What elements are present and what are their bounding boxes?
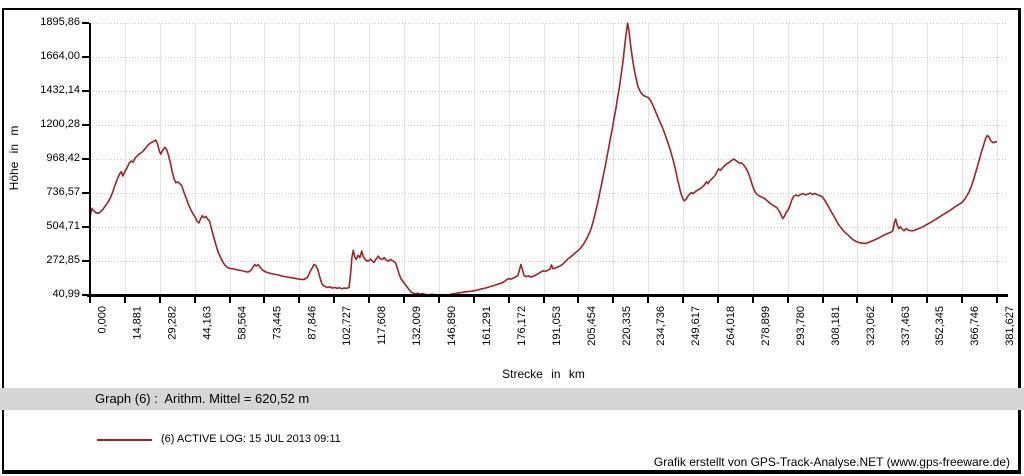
y-tick-label: 1895,86 xyxy=(40,16,80,28)
x-tick-label: 366,746 xyxy=(969,306,982,346)
x-tick-mark xyxy=(263,297,266,303)
x-tick-mark xyxy=(368,297,371,303)
x-tick-label: 205,454 xyxy=(585,306,598,346)
legend-line-swatch xyxy=(97,439,152,441)
x-axis-line xyxy=(87,294,1008,297)
x-tick-mark xyxy=(402,297,405,303)
x-tick-label: 220,335 xyxy=(620,306,633,346)
x-tick-label: 161,291 xyxy=(480,306,493,346)
x-tick-label: 117,608 xyxy=(376,306,389,345)
x-tick-mark xyxy=(542,297,545,303)
info-bar-text: Graph (6) : Arithm. Mittel = 620,52 m xyxy=(95,391,310,406)
x-tick-mark xyxy=(856,297,859,303)
y-tick-mark xyxy=(82,158,89,160)
x-tick-mark xyxy=(647,297,650,303)
x-tick-mark xyxy=(577,297,580,303)
y-tick-label: 1432,14 xyxy=(40,84,80,96)
x-tick-label: 73,445 xyxy=(271,306,284,340)
x-tick-label: 176,172 xyxy=(515,306,528,346)
y-tick-label: 1664,00 xyxy=(40,50,80,62)
y-tick-mark xyxy=(82,192,89,194)
x-tick-mark xyxy=(158,297,161,303)
y-gridline xyxy=(90,23,1008,24)
y-gridline xyxy=(90,227,1008,228)
x-tick-mark xyxy=(193,297,196,303)
x-tick-mark xyxy=(89,297,91,303)
x-tick-label: 308,181 xyxy=(829,306,842,346)
y-gridline xyxy=(90,57,1008,58)
x-tick-mark xyxy=(228,297,231,303)
y-tick-mark xyxy=(82,22,89,24)
x-tick-label: 381,627 xyxy=(1004,306,1016,346)
info-bar: Graph (6) : Arithm. Mittel = 620,52 m xyxy=(0,388,1024,410)
y-tick-label: 504,71 xyxy=(46,220,80,232)
y-tick-mark xyxy=(82,56,89,58)
x-tick-mark xyxy=(437,297,440,303)
x-tick-mark xyxy=(786,297,789,303)
x-tick-label: 293,780 xyxy=(794,306,807,346)
y-gridline xyxy=(90,125,1008,126)
x-tick-mark xyxy=(821,297,824,303)
y-gridline xyxy=(90,91,1008,92)
x-tick-mark xyxy=(716,297,719,303)
x-tick-label: 14,881 xyxy=(131,306,144,340)
x-tick-label: 58,564 xyxy=(236,306,249,340)
y-axis-title-text: Höhe in m xyxy=(7,125,21,191)
y-tick-mark xyxy=(82,90,89,92)
y-tick-mark xyxy=(82,294,89,296)
x-tick-label: 337,463 xyxy=(899,306,912,346)
x-tick-label: 278,899 xyxy=(759,306,772,346)
x-tick-mark xyxy=(472,297,475,303)
x-tick-mark xyxy=(298,297,301,303)
x-tick-mark xyxy=(961,297,964,303)
credit-line: Grafik erstellt von GPS-Track-Analyse.NE… xyxy=(653,455,1010,469)
x-tick-mark xyxy=(926,297,929,303)
x-axis-title: Strecke in km xyxy=(502,367,585,381)
x-tick-label: 234,736 xyxy=(655,306,668,346)
y-tick-mark xyxy=(82,260,89,262)
chart-frame xyxy=(2,8,1021,474)
x-tick-label: 146,890 xyxy=(445,306,458,346)
x-tick-mark xyxy=(996,297,998,303)
x-tick-mark xyxy=(507,297,510,303)
y-axis-line xyxy=(89,23,91,297)
x-tick-label: 132,009 xyxy=(410,306,423,346)
x-tick-label: 249,617 xyxy=(690,306,703,346)
y-tick-mark xyxy=(82,124,89,126)
y-tick-label: 40,99 xyxy=(52,288,80,300)
x-tick-label: 352,345 xyxy=(934,306,947,346)
x-tick-label: 323,062 xyxy=(864,306,877,346)
x-tick-label: 87,846 xyxy=(306,306,319,340)
x-tick-label: 264,018 xyxy=(724,306,737,346)
y-tick-label: 736,57 xyxy=(46,186,80,198)
x-tick-mark xyxy=(751,297,754,303)
x-tick-label: 0,000 xyxy=(97,306,109,334)
y-tick-label: 968,42 xyxy=(46,152,80,164)
y-tick-label: 272,85 xyxy=(46,254,80,266)
y-tick-label: 1200,28 xyxy=(40,118,80,130)
x-tick-mark xyxy=(682,297,685,303)
legend-label: (6) ACTIVE LOG: 15 JUL 2013 09:11 xyxy=(161,433,341,445)
x-tick-mark xyxy=(123,297,126,303)
y-gridline xyxy=(90,261,1008,262)
y-tick-mark xyxy=(82,226,89,228)
y-gridline xyxy=(90,193,1008,194)
x-tick-mark xyxy=(891,297,894,303)
x-tick-label: 191,053 xyxy=(550,306,563,346)
x-tick-label: 44,163 xyxy=(201,306,214,340)
x-tick-mark xyxy=(612,297,615,303)
y-gridline xyxy=(90,159,1008,160)
x-tick-label: 102,727 xyxy=(341,306,354,346)
x-tick-label: 29,282 xyxy=(166,306,179,340)
x-tick-mark xyxy=(333,297,336,303)
